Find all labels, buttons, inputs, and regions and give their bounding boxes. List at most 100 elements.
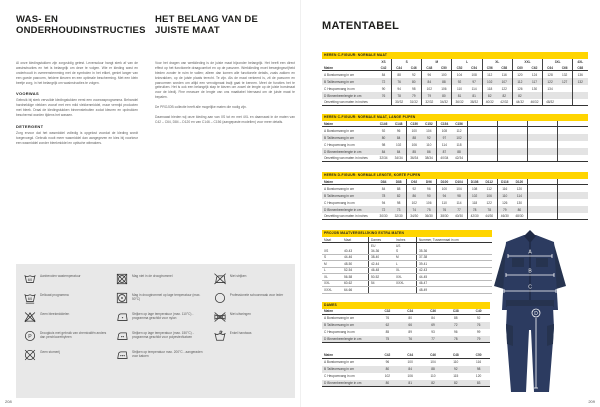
conversion-row: S 44-46 38-40 M 37-38 bbox=[322, 254, 492, 261]
measure-value: 120 bbox=[511, 71, 527, 78]
measure-value: 84 bbox=[396, 135, 401, 140]
conversion-cell: L bbox=[396, 261, 398, 266]
measure-value: 46/32 bbox=[530, 100, 539, 104]
conversion-row: L 52-54 46-48 XL 42-43 bbox=[322, 267, 492, 274]
measure-value: 84 bbox=[381, 149, 386, 154]
measure-row-label: D Binnenbeenlengte in cm bbox=[324, 336, 362, 341]
measure-value bbox=[512, 141, 527, 148]
measure-row: C Heupomvang in cm 90 94 98 102 106 110 114 118 1… bbox=[322, 85, 588, 92]
care-symbol-item: Mag in droogtrommel op lage temperatuur … bbox=[116, 292, 208, 304]
measure-value: 82 bbox=[454, 380, 458, 385]
size-group-label: XL bbox=[481, 59, 512, 65]
care-symbol-item: Strijken op lage temperatuur (max. 150°C… bbox=[116, 330, 208, 342]
measure-row-label: C Heupomvang in cm bbox=[324, 374, 355, 378]
measure-value: 36/32 bbox=[451, 99, 466, 105]
care-symbol-item: Professionele schoonmaak voor leder bbox=[214, 292, 290, 304]
measure-value bbox=[466, 134, 482, 141]
iron-3-dot-icon bbox=[116, 349, 128, 361]
measure-value bbox=[557, 199, 572, 206]
measure-value: 42/34 bbox=[455, 156, 463, 160]
conversion-cell: 37-38 bbox=[416, 254, 492, 260]
measure-value: 94 bbox=[391, 85, 406, 92]
right-size-column: HET BELANG VAN DE JUISTE MAAT Voor het d… bbox=[155, 14, 295, 130]
conversion-cell: L bbox=[324, 268, 326, 273]
size-group-label: M bbox=[421, 59, 451, 65]
measure-value: 96 bbox=[454, 330, 458, 334]
wash-60-icon: 60 bbox=[24, 273, 36, 285]
page-spine-divider bbox=[300, 0, 301, 407]
measure-value bbox=[542, 127, 557, 134]
size-cell bbox=[526, 121, 542, 126]
measure-value bbox=[542, 92, 557, 99]
measure-row: A Borstomvang in cm 84 88 92 96 100 104 108 112 1… bbox=[322, 71, 588, 78]
conversion-cell: Maat bbox=[344, 237, 352, 242]
care-symbols-column: Mag niet in de droogtrommel Mag in droogt… bbox=[116, 273, 208, 392]
measure-row-label: D Binnenbeenlengte in cm bbox=[324, 380, 362, 385]
size-table-dames-1: DAMES Maten C32 C34 C36 C38 C40 A Borstomvang i… bbox=[322, 301, 490, 343]
measure-row: A Borstomvang in cm 84 88 92 96 100 104 108 112 1… bbox=[322, 185, 588, 192]
measure-value: 66 bbox=[408, 323, 412, 327]
measure-value bbox=[557, 127, 572, 134]
measure-value: 99 bbox=[476, 330, 481, 334]
measure-value: 78 bbox=[391, 92, 406, 99]
conversion-cell bbox=[416, 243, 492, 248]
measure-row: B Tailleomvang in cm 80 84 88 92 97 102 bbox=[322, 134, 588, 141]
care-symbol-label: Niet strijken bbox=[229, 274, 247, 278]
conversion-cell: 60-62 bbox=[344, 281, 353, 286]
measure-value: 127 bbox=[562, 79, 568, 84]
conversion-row: XXXL 64-66 48-49 bbox=[322, 287, 492, 294]
measure-value: 76 bbox=[391, 78, 406, 85]
measure-value: 40/32 bbox=[481, 99, 497, 105]
measure-value bbox=[557, 213, 572, 219]
measure-value bbox=[557, 185, 572, 192]
size-cell: C36 bbox=[430, 309, 436, 313]
measure-value bbox=[542, 199, 557, 206]
size-group-label: S bbox=[391, 59, 421, 65]
conversion-cell: 42-43 bbox=[416, 267, 492, 273]
measure-value: 78 bbox=[466, 206, 482, 213]
measure-value bbox=[542, 134, 557, 141]
measure-value: 30/30 bbox=[379, 214, 388, 218]
measure-value: 34/32 bbox=[439, 100, 448, 104]
size-cell: D108 bbox=[466, 179, 482, 184]
measure-value: 79 bbox=[476, 336, 481, 341]
measure-value bbox=[482, 141, 497, 148]
size-cell: C34 bbox=[407, 309, 414, 313]
measure-value bbox=[526, 141, 542, 148]
measure-value bbox=[542, 185, 557, 192]
measure-value: 104 bbox=[456, 186, 462, 191]
measure-value bbox=[512, 127, 527, 134]
measure-row: D Binnenbeenlengte in cm 72 73 74 75 76 77 78 78… bbox=[322, 206, 588, 213]
conversion-row: XL 56-58 50-52 XXL 44-45 bbox=[322, 274, 492, 281]
measure-value: 84 bbox=[381, 72, 386, 77]
measure-value: 104 bbox=[426, 128, 432, 133]
measure-value: 98 bbox=[476, 367, 481, 371]
measure-value: 77 bbox=[457, 207, 461, 212]
measure-value: 100 bbox=[406, 127, 421, 134]
care-symbol-label: Geen stomerij bbox=[40, 350, 60, 354]
measure-value: 98 bbox=[411, 86, 416, 91]
measure-value: 114 bbox=[436, 141, 451, 148]
tumble-dry-low-icon bbox=[116, 292, 128, 304]
conversion-cell: US bbox=[396, 243, 401, 248]
measure-row: B Tailleomvang in cm 78 82 86 90 94 98 102 106 11… bbox=[322, 192, 588, 199]
size-cell: C42 bbox=[380, 65, 387, 70]
conversion-cell: 56-58 bbox=[344, 274, 353, 279]
measure-row-label: B Tailleomvang in cm bbox=[324, 135, 355, 140]
measure-row: B Tailleomvang in cm 80 84 88 92 98 bbox=[322, 365, 490, 373]
measure-value: 124 bbox=[531, 72, 538, 77]
measure-value bbox=[572, 213, 587, 219]
care-symbol-item: Enkel handwas bbox=[214, 330, 290, 342]
measure-value: 32/30 bbox=[394, 214, 403, 218]
measure-value: 136 bbox=[572, 71, 587, 78]
wash-60-delicate-icon: 60 bbox=[24, 292, 36, 304]
care-symbol-item: 60 Aanbevolen wastemperatuur bbox=[24, 273, 110, 285]
measure-row: A Borstomvang in cm 96 100 104 110 116 bbox=[322, 359, 490, 366]
measure-value: 78 bbox=[381, 193, 386, 198]
size-cell: C44 bbox=[391, 65, 406, 70]
measure-value bbox=[496, 134, 512, 141]
conversion-cell bbox=[394, 287, 416, 293]
table-header-bar: HEREN C-FIGUUR: Normale maat bbox=[322, 52, 588, 59]
no-bleach-icon bbox=[24, 311, 36, 323]
measure-row-label: D Binnenbeenlengte in cm bbox=[324, 207, 362, 212]
